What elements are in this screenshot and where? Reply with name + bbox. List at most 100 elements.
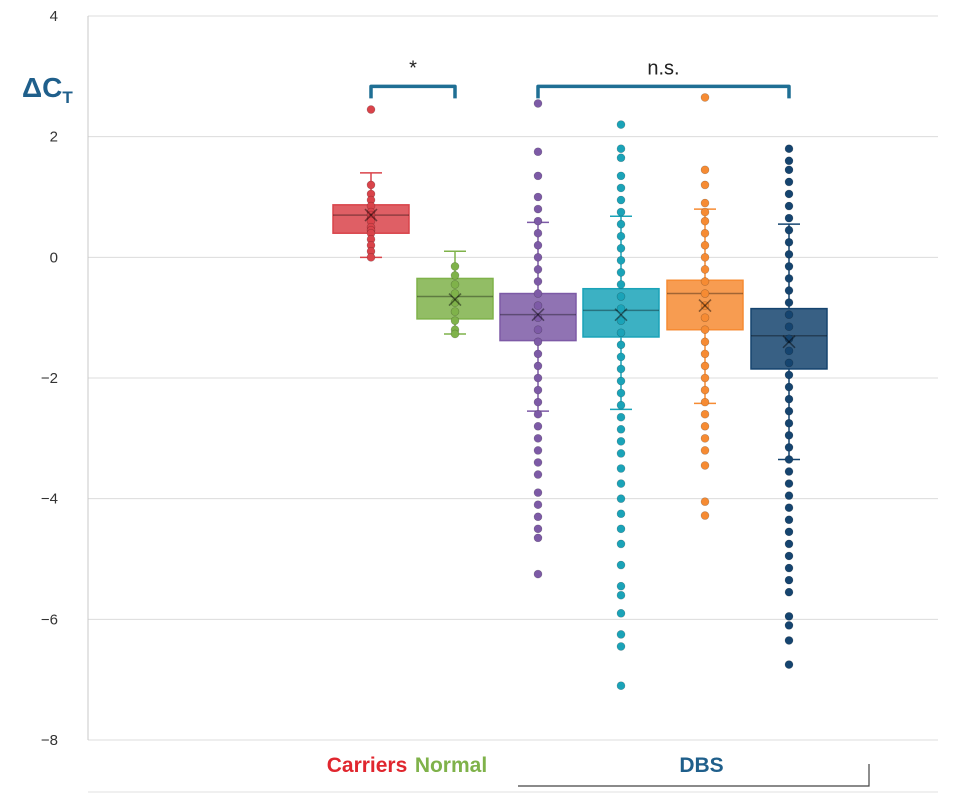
data-point bbox=[616, 560, 626, 570]
data-point bbox=[700, 337, 710, 347]
box-series-4 bbox=[582, 120, 660, 691]
data-point bbox=[533, 192, 543, 202]
data-point bbox=[616, 424, 626, 434]
data-point bbox=[616, 183, 626, 193]
data-point bbox=[366, 105, 376, 114]
data-point bbox=[616, 400, 626, 410]
y-tick-label: −4 bbox=[41, 491, 58, 508]
data-point bbox=[784, 189, 794, 199]
data-point bbox=[533, 397, 543, 407]
y-tick-label: −2 bbox=[41, 370, 58, 387]
data-point bbox=[533, 569, 543, 579]
data-point bbox=[784, 563, 794, 573]
data-point bbox=[533, 253, 543, 262]
data-point bbox=[700, 497, 710, 506]
data-point bbox=[784, 479, 794, 488]
data-point bbox=[533, 147, 543, 157]
data-point bbox=[700, 409, 710, 419]
data-point bbox=[616, 524, 626, 534]
data-point bbox=[533, 349, 543, 359]
mean-marker bbox=[698, 299, 712, 313]
data-point bbox=[700, 421, 710, 431]
data-point bbox=[533, 325, 543, 335]
mean-marker bbox=[364, 208, 378, 222]
mean-marker bbox=[614, 308, 628, 322]
y-tick-label: −8 bbox=[41, 732, 58, 749]
data-point bbox=[784, 467, 794, 476]
data-point bbox=[784, 262, 794, 271]
data-point bbox=[616, 304, 626, 313]
data-point bbox=[533, 99, 543, 108]
data-point bbox=[700, 385, 710, 395]
significance-bracket bbox=[536, 84, 791, 99]
group-label: Normal bbox=[415, 754, 487, 777]
data-point bbox=[533, 488, 543, 497]
data-point bbox=[616, 316, 626, 325]
data-point bbox=[533, 458, 543, 467]
data-point bbox=[616, 352, 626, 362]
data-point bbox=[700, 265, 710, 274]
data-point bbox=[784, 144, 794, 154]
data-point bbox=[700, 361, 710, 371]
significance-label: * bbox=[409, 57, 417, 79]
data-point bbox=[700, 93, 710, 102]
data-point bbox=[700, 325, 710, 335]
data-point bbox=[616, 144, 626, 154]
significance-annotations: * n.s. bbox=[369, 57, 791, 99]
data-point bbox=[700, 397, 710, 407]
data-point bbox=[700, 207, 710, 217]
data-point bbox=[616, 539, 626, 549]
y-axis-label-subscript: T bbox=[62, 88, 73, 107]
data-point bbox=[700, 301, 710, 310]
data-point bbox=[533, 470, 543, 479]
y-axis-label: ΔCT bbox=[22, 72, 73, 107]
data-point bbox=[784, 527, 794, 537]
data-point bbox=[533, 171, 543, 181]
y-tick-label: 4 bbox=[50, 8, 58, 25]
data-point bbox=[533, 500, 543, 510]
data-point bbox=[533, 204, 543, 214]
data-point bbox=[784, 237, 794, 247]
data-point bbox=[616, 494, 626, 503]
data-point bbox=[533, 216, 543, 226]
data-point bbox=[533, 434, 543, 443]
data-point bbox=[616, 243, 626, 253]
group-labels: Carriers Normal DBS bbox=[327, 754, 870, 787]
data-point bbox=[533, 337, 543, 347]
box-series-1 bbox=[332, 105, 410, 262]
data-point bbox=[700, 253, 710, 262]
data-point bbox=[616, 590, 626, 600]
dbs-group-bracket bbox=[518, 764, 870, 787]
data-point bbox=[616, 256, 626, 265]
data-point bbox=[700, 461, 710, 470]
data-point bbox=[533, 240, 543, 250]
data-point bbox=[533, 361, 543, 371]
mean-marker bbox=[531, 308, 545, 322]
data-point bbox=[784, 310, 794, 319]
data-point bbox=[616, 464, 626, 473]
data-point bbox=[700, 228, 710, 238]
data-point bbox=[784, 201, 794, 211]
group-label: DBS bbox=[679, 754, 723, 777]
data-point bbox=[450, 298, 460, 307]
data-point bbox=[700, 511, 710, 520]
data-point bbox=[616, 219, 626, 229]
data-point bbox=[784, 431, 794, 440]
data-point bbox=[784, 575, 794, 585]
data-point bbox=[533, 512, 543, 522]
data-point bbox=[784, 370, 794, 380]
data-point bbox=[616, 449, 626, 458]
y-axis-label-main: ΔC bbox=[22, 72, 62, 103]
box-series-5 bbox=[666, 93, 744, 520]
data-point bbox=[533, 385, 543, 395]
mean-marker bbox=[782, 335, 796, 349]
data-point bbox=[450, 316, 460, 325]
data-point bbox=[700, 349, 710, 359]
data-point bbox=[533, 409, 543, 419]
data-point bbox=[700, 240, 710, 250]
data-point bbox=[784, 322, 794, 332]
data-point bbox=[616, 642, 626, 651]
data-point bbox=[450, 307, 460, 316]
data-point bbox=[784, 286, 794, 295]
